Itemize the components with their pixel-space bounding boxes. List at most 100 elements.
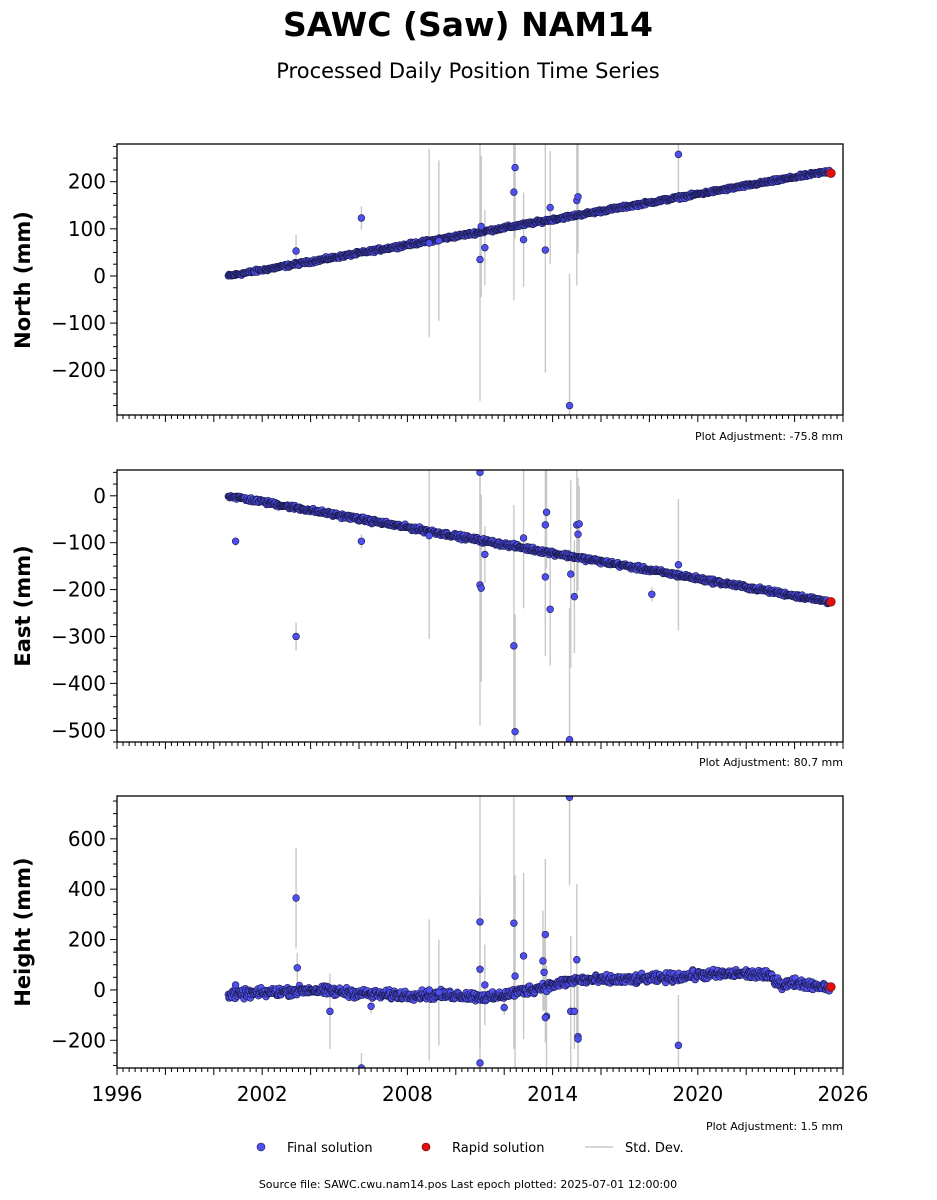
- height-outlier-point: [540, 968, 548, 976]
- east-outlier-point: [570, 592, 579, 601]
- height-rapid-point: [826, 982, 836, 992]
- east-y-tick-label: −200: [51, 578, 106, 602]
- height-outlier-point: [510, 919, 518, 927]
- east-panel: −500 −400 −300 −200 −100 0 East (mm): [11, 469, 844, 749]
- north-y-tick-label: 200: [68, 170, 106, 194]
- east-outlier-point: [542, 508, 551, 516]
- legend-rapid-marker: [421, 1142, 431, 1152]
- east-outlier-point: [510, 642, 518, 650]
- east-y-tick-label: 0: [93, 484, 106, 508]
- height-y-tick-label: 200: [68, 928, 106, 952]
- east-outlier-point: [648, 590, 656, 598]
- east-y-axis-label: East (mm): [11, 545, 35, 666]
- height-outlier-point: [481, 981, 489, 989]
- height-x-tick-label: 2008: [382, 1082, 433, 1106]
- adjustment-label-north: Plot Adjustment: -75.8 mm: [695, 430, 843, 443]
- height-outlier-point: [231, 981, 240, 989]
- legend-rapid-label: Rapid solution: [452, 1141, 544, 1156]
- height-outlier-point: [367, 1002, 375, 1010]
- north-plot-area: [224, 144, 836, 415]
- height-outlier-point: [476, 918, 484, 926]
- east-outlier-point: [546, 605, 554, 613]
- east-outlier-point: [575, 520, 583, 528]
- height-outlier-point: [541, 930, 550, 939]
- height-outlier-point: [565, 796, 574, 801]
- east-outlier-point: [574, 530, 582, 538]
- height-y-tick-label: 0: [93, 978, 106, 1002]
- east-outlier-point: [541, 573, 550, 581]
- east-outlier-point: [357, 537, 366, 545]
- height-outlier-point: [476, 1059, 484, 1067]
- east-y-tick-label: −500: [51, 718, 106, 742]
- north-outlier-point: [510, 188, 518, 196]
- chart-title: SAWC (Saw) NAM14: [283, 5, 653, 44]
- height-y-tick-label: −200: [51, 1028, 106, 1052]
- height-outlier-point: [541, 1013, 550, 1022]
- east-plot-area: [224, 470, 836, 742]
- north-rapid-point: [826, 168, 836, 178]
- north-y-tick-label: −200: [51, 358, 106, 382]
- north-y-tick-label: 0: [93, 264, 106, 288]
- adjustment-label-east: Plot Adjustment: 80.7 mm: [699, 756, 843, 769]
- north-outlier-point: [674, 150, 683, 159]
- north-y-tick-label: −100: [51, 311, 106, 335]
- east-rapid-point: [826, 597, 836, 607]
- height-outlier-point: [573, 956, 581, 964]
- north-outlier-point: [477, 222, 485, 231]
- height-outlier-point: [570, 1007, 579, 1016]
- east-y-tick-label: −100: [51, 531, 106, 555]
- north-outlier-point: [565, 401, 574, 410]
- north-outlier-point: [541, 246, 550, 254]
- height-panel: −200 0 200 400 600 1996 2002 2008 2014 2020 2026 He…: [11, 795, 869, 1106]
- height-outlier-point: [425, 986, 433, 994]
- height-outlier-point: [500, 1003, 508, 1012]
- east-outlier-point: [565, 735, 574, 742]
- east-outlier-point: [567, 570, 575, 578]
- north-outlier-point: [511, 163, 519, 172]
- east-outlier-point: [481, 550, 489, 559]
- north-y-axis-label: North (mm): [11, 211, 35, 349]
- north-outlier-point: [546, 203, 554, 212]
- east-outlier-point: [519, 534, 528, 542]
- height-outlier-point: [293, 964, 301, 972]
- north-outlier-point: [476, 255, 484, 264]
- east-outlier-point: [511, 727, 519, 736]
- height-outlier-point: [539, 957, 547, 965]
- north-outlier-point: [519, 235, 528, 244]
- east-outlier-point: [674, 561, 683, 569]
- height-outlier-point: [674, 1041, 683, 1050]
- east-outlier-point: [476, 470, 484, 477]
- adjustment-label-height: Plot Adjustment: 1.5 mm: [706, 1120, 843, 1133]
- height-outlier-point: [511, 972, 519, 980]
- height-x-tick-label: 2020: [672, 1082, 723, 1106]
- height-outlier-point: [574, 1035, 582, 1043]
- legend-stddev-label: Std. Dev.: [625, 1141, 684, 1156]
- north-outlier-point: [574, 193, 582, 201]
- north-outlier-point: [357, 214, 366, 222]
- height-y-tick-label: 600: [68, 827, 106, 851]
- height-y-tick-label: 400: [68, 877, 106, 901]
- east-outlier-point: [477, 584, 485, 592]
- east-outlier-point: [541, 521, 550, 529]
- height-y-axis-label: Height (mm): [11, 857, 35, 1006]
- north-outlier-point: [425, 239, 433, 247]
- height-plot-area: [224, 796, 836, 1068]
- east-y-tick-label: −400: [51, 671, 106, 695]
- height-x-tick-label: 1996: [92, 1082, 143, 1106]
- north-panel: −200 −100 0 100 200 North (mm): [11, 143, 844, 422]
- height-x-tick-label: 2014: [527, 1082, 578, 1106]
- height-outlier-point: [519, 952, 528, 960]
- height-x-tick-label: 2002: [237, 1082, 288, 1106]
- height-outlier-point: [476, 965, 484, 973]
- north-outlier-point: [435, 236, 443, 245]
- legend: Final solution Rapid solution Std. Dev.: [256, 1141, 684, 1156]
- north-y-tick-label: 100: [68, 217, 106, 241]
- north-outlier-point: [481, 243, 489, 252]
- east-outlier-point: [425, 531, 433, 540]
- height-outlier-point: [435, 988, 443, 997]
- height-x-tick-label: 2026: [818, 1082, 869, 1106]
- east-outlier-point: [231, 537, 240, 545]
- legend-final-marker: [256, 1142, 266, 1152]
- chart-subtitle: Processed Daily Position Time Series: [276, 59, 660, 83]
